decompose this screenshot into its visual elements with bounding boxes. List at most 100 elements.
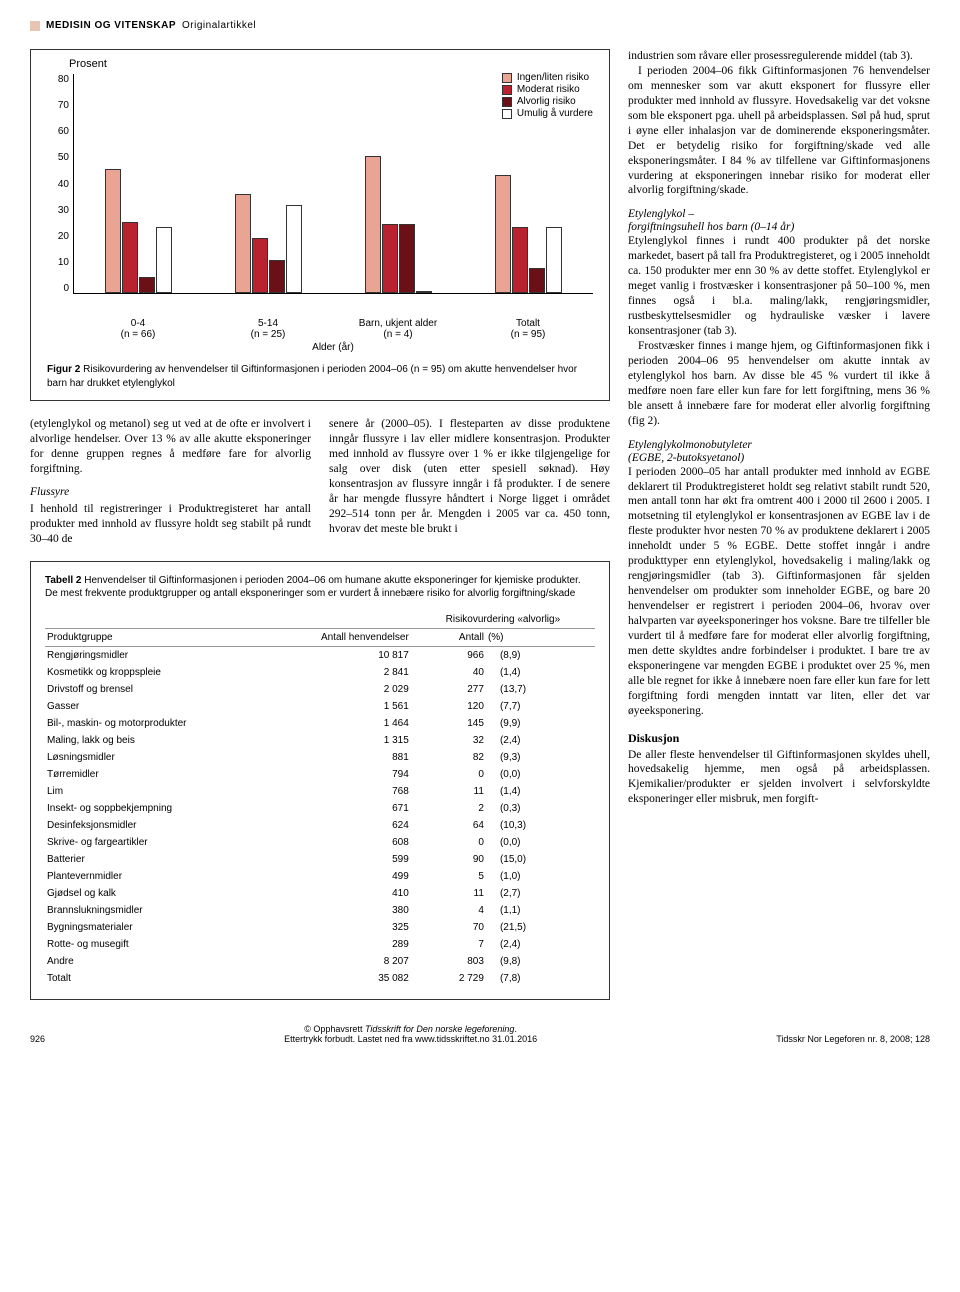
bar	[156, 227, 172, 293]
bar-group	[105, 169, 172, 293]
table-cell: Skrive- og fargeartikler	[45, 834, 268, 851]
table-row: Andre8 207803(9,8)	[45, 953, 595, 970]
figure-caption-bold: Figur 2	[47, 364, 80, 375]
table-row: Maling, lakk og beis1 31532(2,4)	[45, 732, 595, 749]
table-row: Rotte- og musegift2897(2,4)	[45, 936, 595, 953]
table-cell: 499	[268, 868, 411, 885]
table-cell: (21,5)	[486, 919, 595, 936]
body-p1: (etylenglykol og metanol) seg ut ved at …	[30, 417, 311, 477]
legend-label: Moderat risiko	[517, 84, 580, 95]
table-cell: Maling, lakk og beis	[45, 732, 268, 749]
footer-copy: © Opphavsrett Tidsskrift for Den norske …	[45, 1024, 776, 1034]
table-cell: Gjødsel og kalk	[45, 885, 268, 902]
y-tick: 10	[58, 257, 69, 268]
table-row: Rengjøringsmidler10 817966(8,9)	[45, 646, 595, 664]
table-cell: 410	[268, 885, 411, 902]
right-p6: De aller fleste henvendelser til Giftinf…	[628, 748, 930, 808]
table-row: Lim76811(1,4)	[45, 783, 595, 800]
data-table: Risikovurdering «alvorlig» Produktgruppe…	[45, 611, 595, 987]
table-cell: Plantevernmidler	[45, 868, 268, 885]
body-heading-flussyre: Flussyre	[30, 485, 311, 500]
table-cell: 2	[411, 800, 486, 817]
table-caption-text: Henvendelser til Giftinformasjonen i per…	[45, 575, 581, 600]
legend-swatch	[502, 85, 512, 95]
table-cell: Insekt- og soppbekjempning	[45, 800, 268, 817]
table-cell: Desinfeksjonsmidler	[45, 817, 268, 834]
table-cell: 794	[268, 766, 411, 783]
table-cell: 7	[411, 936, 486, 953]
table-cell: 768	[268, 783, 411, 800]
th-blank2	[268, 611, 411, 629]
table-th: (%)	[486, 628, 595, 646]
y-tick: 70	[58, 100, 69, 111]
table-cell: 0	[411, 766, 486, 783]
legend-item: Moderat risiko	[502, 84, 593, 95]
table-th: Antall henvendelser	[268, 628, 411, 646]
table-cell: 11	[411, 885, 486, 902]
table-row: Bil-, maskin- og motorprodukter1 464145(…	[45, 715, 595, 732]
header-category: MEDISIN OG VITENSKAP	[46, 20, 176, 31]
table-cell: 145	[411, 715, 486, 732]
bar	[122, 222, 138, 294]
footer-journal: Tidsskrift for Den norske legeforening	[365, 1024, 515, 1034]
table-cell: Batterier	[45, 851, 268, 868]
table-cell: (1,4)	[486, 664, 595, 681]
plot-area: Ingen/liten risikoModerat risikoAlvorlig…	[73, 74, 593, 294]
header-square-icon	[30, 21, 40, 31]
th-blank1	[45, 611, 268, 629]
x-label-main: 0-4	[83, 318, 193, 329]
y-tick: 50	[58, 152, 69, 163]
table-cell: 70	[411, 919, 486, 936]
bar	[252, 238, 268, 293]
bar	[139, 277, 155, 294]
table-th: Antall	[411, 628, 486, 646]
legend-label: Ingen/liten risiko	[517, 72, 589, 83]
table-row: Skrive- og fargeartikler6080(0,0)	[45, 834, 595, 851]
table-cell: 5	[411, 868, 486, 885]
body-col-2: senere år (2000–05). I flesteparten av d…	[329, 417, 610, 547]
table-row: Bygningsmaterialer32570(21,5)	[45, 919, 595, 936]
figure-caption: Figur 2 Risikovurdering av henvendelser …	[47, 363, 593, 390]
table-2-box: Tabell 2 Henvendelser til Giftinformasjo…	[30, 561, 610, 1000]
x-label-sub: (n = 66)	[83, 329, 193, 340]
table-cell: Gasser	[45, 698, 268, 715]
table-cell: 1 464	[268, 715, 411, 732]
table-header-row: ProduktgruppeAntall henvendelserAntall(%…	[45, 628, 595, 646]
table-cell: Tørremidler	[45, 766, 268, 783]
table-cell: 624	[268, 817, 411, 834]
table-cell: Kosmetikk og kroppspleie	[45, 664, 268, 681]
table-cell: 1 561	[268, 698, 411, 715]
table-cell: (2,7)	[486, 885, 595, 902]
table-cell: Brannslukningsmidler	[45, 902, 268, 919]
bar-group	[365, 156, 432, 294]
table-cell: (13,7)	[486, 681, 595, 698]
table-cell: 966	[411, 646, 486, 664]
table-cell: (0,0)	[486, 834, 595, 851]
x-label: 0-4(n = 66)	[83, 318, 193, 340]
table-cell: 32	[411, 732, 486, 749]
table-cell: Bygningsmaterialer	[45, 919, 268, 936]
table-cell: (2,4)	[486, 936, 595, 953]
right-p5: I perioden 2000–05 har antall produkter …	[628, 465, 930, 719]
table-cell: Lim	[45, 783, 268, 800]
y-axis-ticks: 80706050403020100	[47, 74, 73, 294]
table-row: Tørremidler7940(0,0)	[45, 766, 595, 783]
table-cell: (9,3)	[486, 749, 595, 766]
table-cell: (2,4)	[486, 732, 595, 749]
table-cell: 90	[411, 851, 486, 868]
figure-caption-text: Risikovurdering av henvendelser til Gift…	[47, 364, 577, 389]
page-footer: 926 © Opphavsrett Tidsskrift for Den nor…	[30, 1024, 930, 1044]
table-cell: 0	[411, 834, 486, 851]
right-p2: I perioden 2004–06 fikk Giftinformasjone…	[628, 64, 930, 198]
table-cell: (9,8)	[486, 953, 595, 970]
table-caption: Tabell 2 Henvendelser til Giftinformasjo…	[45, 574, 595, 601]
body-col-1: (etylenglykol og metanol) seg ut ved at …	[30, 417, 311, 547]
body-text-row: (etylenglykol og metanol) seg ut ved at …	[30, 417, 610, 547]
bar	[269, 260, 285, 293]
bar-group	[495, 175, 562, 293]
bar	[416, 291, 432, 293]
table-cell: Bil-, maskin- og motorprodukter	[45, 715, 268, 732]
body-p1b: I henhold til registreringer i Produktre…	[30, 502, 311, 547]
legend-label: Umulig å vurdere	[517, 108, 593, 119]
bar	[286, 205, 302, 293]
